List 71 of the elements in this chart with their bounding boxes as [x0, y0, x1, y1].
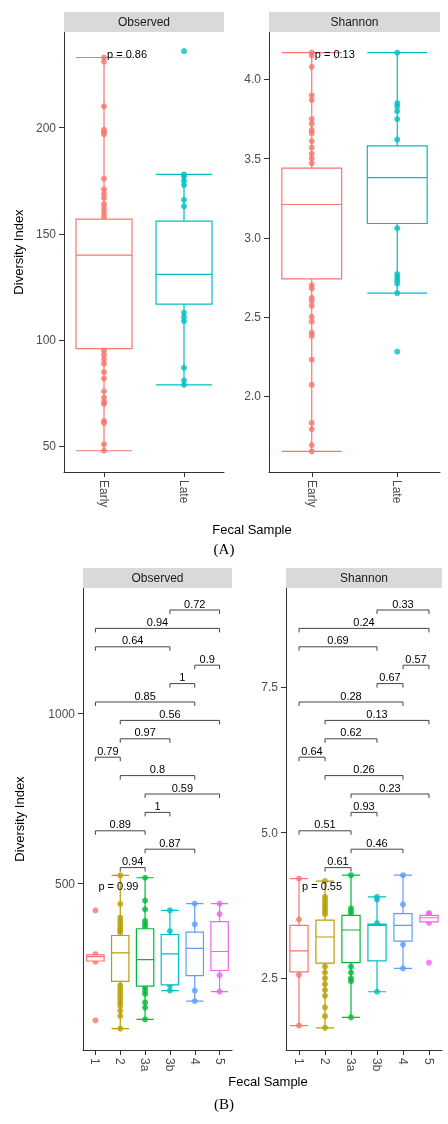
annotation: 0.67: [379, 671, 401, 684]
y-tick-label: 5.0: [261, 825, 279, 840]
x-tick-label: 1: [88, 1058, 103, 1065]
x-tick-label: 4: [396, 1058, 410, 1065]
annotation: 0.23: [379, 781, 401, 794]
annotation: 0.89: [109, 818, 131, 831]
x-tick-label: 5: [212, 1058, 227, 1065]
annotation: 0.62: [340, 726, 362, 739]
y-tick-label: 3.0: [244, 230, 262, 245]
x-tick-label: Late: [177, 480, 191, 504]
annotation: 1: [154, 799, 161, 812]
annotation: 0.28: [340, 689, 362, 702]
annotation: 0.26: [353, 763, 375, 776]
annotation: 0.33: [392, 597, 414, 610]
annotation: 0.8: [149, 763, 166, 776]
annotation: 0.97: [134, 726, 156, 739]
annotation: 0.51: [314, 818, 336, 831]
y-tick-label: 2.0: [244, 389, 262, 404]
y-tick-label: 200: [35, 120, 57, 135]
x-tick-label: Late: [390, 480, 405, 504]
annotation: 0.46: [366, 836, 388, 849]
y-tick-label: 1000: [48, 706, 76, 721]
annotation: 0.9: [199, 652, 215, 665]
x-tick-label: 3a: [344, 1058, 358, 1072]
x-tick-label: 5: [422, 1058, 436, 1065]
y-axis-title: Diversity Index: [11, 208, 27, 295]
chart-title: Shannon: [286, 568, 442, 588]
annotation: 0.79: [97, 744, 119, 757]
text: (B): [213, 1096, 235, 1113]
y-tick-label: 100: [35, 333, 57, 348]
x-tick-label: 2: [318, 1058, 332, 1065]
chart-title: Shannon: [269, 12, 440, 32]
annotation: 1: [179, 671, 186, 684]
x-tick-label: 2: [113, 1058, 128, 1065]
x-tick-label: 3a: [138, 1058, 153, 1072]
annotation: 0.64: [121, 634, 144, 647]
annotation: 0.72: [184, 597, 206, 610]
annotation: 0.94: [146, 615, 169, 628]
annotation: 0.93: [353, 799, 375, 812]
x-tick-label: 1: [292, 1058, 306, 1065]
y-axis-title: Diversity Index: [12, 775, 27, 862]
x-axis-title: Fecal Sample: [227, 1074, 309, 1089]
chart-title: Observed: [83, 568, 232, 588]
x-tick-label: 3b: [370, 1058, 384, 1072]
y-tick-label: 3.5: [244, 151, 262, 166]
y-tick-label: 500: [54, 876, 76, 891]
annotation: 0.13: [366, 707, 388, 720]
y-tick-label: 150: [35, 226, 57, 241]
y-tick-label: 50: [42, 439, 57, 454]
annotation: 0.57: [405, 652, 427, 665]
x-tick-label: 3b: [162, 1058, 177, 1072]
y-tick-label: 2.5: [244, 309, 262, 324]
annotation: 0.59: [171, 781, 194, 794]
annotation: 0.69: [327, 634, 349, 647]
text: (A): [212, 541, 236, 558]
annotation: 0.87: [159, 836, 181, 849]
annotation: 0.24: [353, 615, 375, 628]
x-tick-label: Early: [97, 480, 111, 508]
annotation: 0.56: [159, 707, 181, 720]
chart-title: Observed: [64, 12, 224, 32]
annotation: 0.61: [327, 855, 349, 868]
x-tick-label: 4: [187, 1058, 202, 1065]
x-axis-title: Fecal Sample: [211, 522, 293, 537]
y-tick-label: 2.5: [261, 971, 279, 986]
annotation: 0.64: [301, 744, 323, 757]
annotation: p = 0.86: [107, 48, 148, 60]
y-tick-label: 4.0: [244, 72, 262, 87]
annotation: 0.85: [134, 689, 156, 702]
annotation: 0.94: [121, 855, 144, 868]
x-tick-label: Early: [304, 480, 319, 508]
y-tick-label: 7.5: [261, 680, 279, 695]
